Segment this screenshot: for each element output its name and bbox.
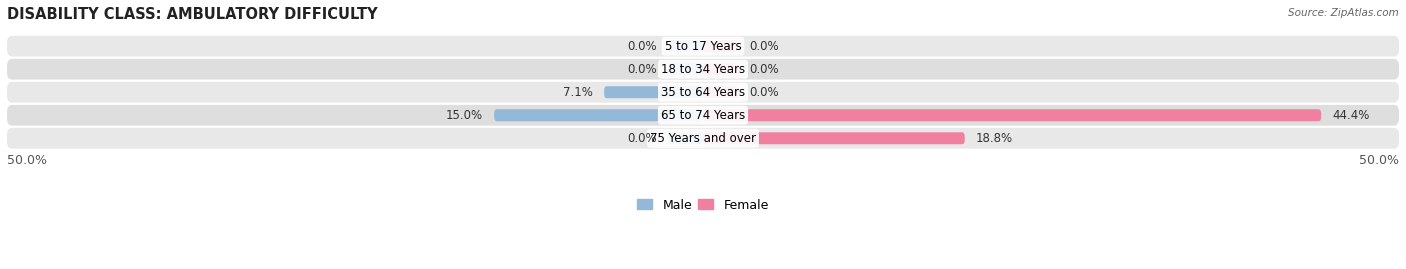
- FancyBboxPatch shape: [7, 36, 1399, 56]
- FancyBboxPatch shape: [7, 128, 1399, 149]
- FancyBboxPatch shape: [668, 63, 703, 75]
- Text: 50.0%: 50.0%: [7, 154, 46, 167]
- Text: 15.0%: 15.0%: [446, 109, 484, 122]
- FancyBboxPatch shape: [7, 82, 1399, 102]
- Text: 0.0%: 0.0%: [749, 86, 779, 99]
- Text: 18 to 34 Years: 18 to 34 Years: [661, 63, 745, 76]
- Text: 18.8%: 18.8%: [976, 132, 1012, 145]
- Text: 50.0%: 50.0%: [1360, 154, 1399, 167]
- FancyBboxPatch shape: [668, 40, 703, 52]
- FancyBboxPatch shape: [494, 109, 703, 121]
- Text: 0.0%: 0.0%: [749, 63, 779, 76]
- Text: 5 to 17 Years: 5 to 17 Years: [665, 40, 741, 53]
- Text: 65 to 74 Years: 65 to 74 Years: [661, 109, 745, 122]
- FancyBboxPatch shape: [7, 59, 1399, 80]
- Text: 0.0%: 0.0%: [749, 40, 779, 53]
- Text: DISABILITY CLASS: AMBULATORY DIFFICULTY: DISABILITY CLASS: AMBULATORY DIFFICULTY: [7, 7, 378, 22]
- Text: 35 to 64 Years: 35 to 64 Years: [661, 86, 745, 99]
- FancyBboxPatch shape: [703, 40, 738, 52]
- Legend: Male, Female: Male, Female: [633, 193, 773, 217]
- FancyBboxPatch shape: [7, 105, 1399, 126]
- Text: 75 Years and over: 75 Years and over: [650, 132, 756, 145]
- Text: Source: ZipAtlas.com: Source: ZipAtlas.com: [1288, 8, 1399, 18]
- FancyBboxPatch shape: [703, 86, 738, 98]
- Text: 0.0%: 0.0%: [627, 63, 657, 76]
- Text: 0.0%: 0.0%: [627, 132, 657, 145]
- FancyBboxPatch shape: [668, 132, 703, 144]
- FancyBboxPatch shape: [703, 132, 965, 144]
- FancyBboxPatch shape: [605, 86, 703, 98]
- FancyBboxPatch shape: [703, 109, 1322, 121]
- FancyBboxPatch shape: [703, 63, 738, 75]
- Text: 7.1%: 7.1%: [564, 86, 593, 99]
- Text: 0.0%: 0.0%: [627, 40, 657, 53]
- Text: 44.4%: 44.4%: [1333, 109, 1369, 122]
